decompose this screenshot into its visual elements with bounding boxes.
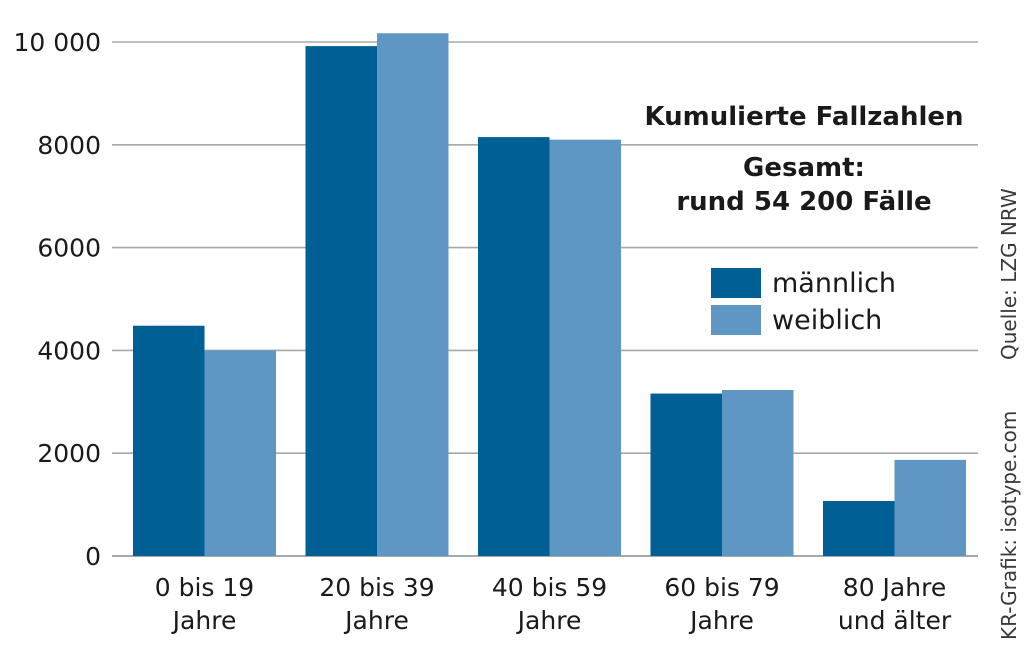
legend-label-weiblich: weiblich (772, 305, 882, 336)
bar-maennlich-2 (478, 137, 550, 556)
x-category-label: und älter (838, 606, 952, 635)
chart-title: Kumulierte Fallzahlen (644, 102, 963, 132)
legend-swatch-weiblich (711, 305, 761, 335)
bar-weiblich-2 (549, 139, 621, 556)
source-note: Quelle: LZG NRW (997, 188, 1021, 360)
x-category-label: 20 bis 39 (319, 573, 434, 602)
bar-maennlich-3 (650, 393, 722, 556)
x-category-label: 40 bis 59 (492, 573, 607, 602)
x-category-label: Jahre (171, 606, 237, 635)
y-tick-label: 8000 (37, 131, 101, 160)
bar-maennlich-4 (823, 501, 895, 556)
y-tick-label: 2000 (37, 439, 101, 468)
bar-maennlich-0 (133, 325, 205, 556)
credit-note: KR-Grafik: isotype.com (997, 411, 1021, 640)
legend-swatch-maennlich (711, 268, 761, 298)
bar-maennlich-1 (305, 46, 377, 556)
bar-weiblich-4 (894, 459, 966, 556)
bar-weiblich-0 (204, 350, 276, 556)
x-category-label: Jahre (516, 606, 582, 635)
bar-weiblich-1 (377, 33, 449, 556)
y-tick-label: 4000 (37, 336, 101, 365)
x-category-label: 0 bis 19 (155, 573, 254, 602)
x-category-label: 80 Jahre (843, 573, 946, 602)
x-category-label: 60 bis 79 (664, 573, 779, 602)
y-tick-label: 10 000 (14, 28, 101, 57)
y-tick-label: 6000 (37, 234, 101, 263)
legend-label-maennlich: männlich (772, 268, 896, 299)
x-category-label: Jahre (688, 606, 754, 635)
x-category-label: Jahre (343, 606, 409, 635)
y-tick-label: 0 (85, 542, 101, 571)
legend: männlich weiblich (711, 268, 896, 336)
bar-weiblich-3 (722, 389, 794, 556)
x-axis-labels: 0 bis 19 Jahre 20 bis 39 Jahre 40 bis 59 Jahr… (155, 573, 952, 635)
chart-subtitle-line-1: Gesamt: (743, 153, 865, 183)
y-axis-ticks: 0 2000 4000 6000 8000 10 000 (14, 28, 101, 571)
chart-subtitle-line-2: rund 54 200 Fälle (676, 187, 931, 217)
bars (133, 33, 966, 556)
